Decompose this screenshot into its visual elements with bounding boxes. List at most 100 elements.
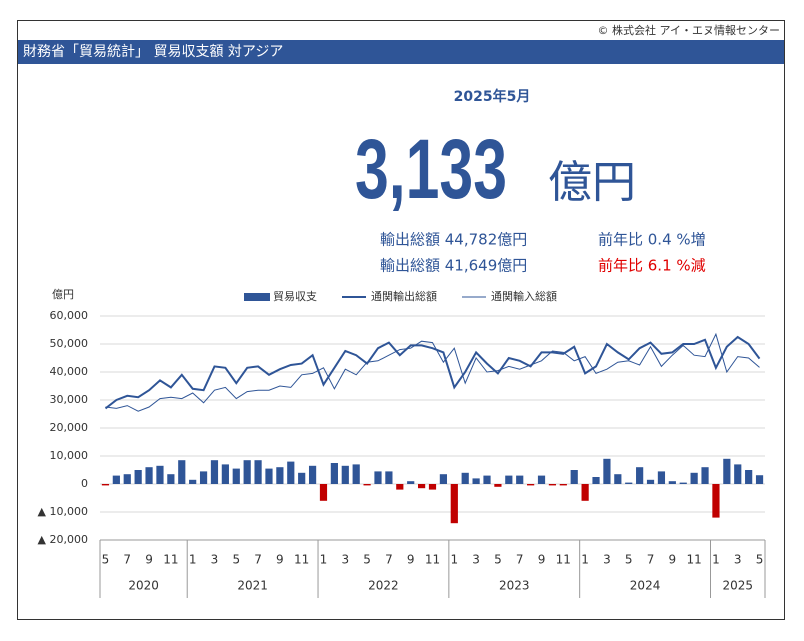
- x-tick-label: 9: [538, 553, 546, 567]
- balance-unit: 億円: [548, 157, 636, 208]
- legend-swatch: [244, 293, 270, 301]
- bar: [646, 479, 655, 484]
- bar: [625, 482, 633, 484]
- x-tick-label: 3: [211, 553, 219, 567]
- bar: [712, 484, 720, 518]
- import-total: 輸出総額 41,649億円: [380, 257, 527, 275]
- bar: [254, 460, 262, 484]
- bar: [679, 482, 687, 484]
- year-label: 2023: [499, 579, 530, 593]
- y-tick-label: 50,000: [50, 337, 89, 350]
- x-tick-label: 1: [320, 553, 328, 567]
- bar: [472, 478, 480, 484]
- bar: [668, 481, 676, 484]
- year-label: 2021: [237, 579, 268, 593]
- bar: [592, 477, 600, 484]
- bar: [494, 484, 502, 487]
- line: [104, 335, 761, 410]
- bar: [232, 468, 240, 484]
- y-axis-label: 億円: [52, 288, 74, 301]
- legend-label: 通関輸入総額: [491, 289, 557, 303]
- x-tick-label: 5: [625, 553, 633, 567]
- bar: [330, 463, 338, 484]
- bar: [385, 471, 393, 484]
- bar: [112, 475, 120, 484]
- bar: [374, 471, 382, 484]
- x-tick-label: 9: [407, 553, 415, 567]
- bar: [101, 484, 110, 486]
- bar: [221, 464, 229, 484]
- import-yoy: 前年比 6.1 %減: [598, 257, 706, 275]
- bar: [189, 479, 197, 484]
- bar: [134, 470, 142, 484]
- bar: [265, 468, 273, 484]
- year-label: 2022: [368, 579, 399, 593]
- y-tick-label: 10,000: [50, 449, 89, 462]
- x-tick-label: 3: [472, 553, 480, 567]
- bar: [603, 458, 611, 484]
- legend-label: 貿易収支: [273, 290, 317, 303]
- line: [105, 332, 760, 412]
- x-tick-label: 9: [669, 553, 677, 567]
- x-tick-label: 11: [425, 553, 440, 567]
- bar: [701, 467, 709, 484]
- x-tick-label: 11: [686, 553, 701, 567]
- y-tick-label: ▲ 20,000: [38, 533, 88, 546]
- bar: [636, 467, 644, 484]
- x-tick-label: 3: [341, 553, 349, 567]
- bar: [505, 475, 513, 484]
- bar: [341, 465, 349, 484]
- bar: [527, 484, 535, 486]
- bar: [287, 461, 295, 484]
- bar: [319, 484, 328, 501]
- bar: [199, 471, 208, 484]
- x-tick-label: 7: [385, 553, 393, 567]
- bar: [537, 475, 546, 484]
- export-yoy: 前年比 0.4 %増: [598, 231, 706, 249]
- bar: [581, 484, 589, 501]
- year-label: 2024: [630, 579, 661, 593]
- x-tick-label: 3: [734, 553, 742, 567]
- x-tick-label: 3: [603, 553, 611, 567]
- bar: [755, 475, 764, 484]
- bar: [363, 484, 371, 486]
- bar: [243, 460, 251, 484]
- bar: [439, 474, 448, 484]
- month: 2025年5月: [454, 88, 531, 105]
- x-tick-label: 1: [712, 553, 720, 567]
- bar: [734, 464, 742, 484]
- bar: [396, 484, 404, 490]
- bar: [450, 484, 458, 524]
- x-tick-label: 7: [123, 553, 131, 567]
- bar: [548, 484, 557, 486]
- bar: [352, 464, 360, 484]
- bar: [723, 458, 731, 484]
- y-tick-label: 40,000: [50, 365, 89, 378]
- export-total: 輸出総額 44,782億円: [380, 231, 527, 249]
- bar: [483, 475, 491, 484]
- y-tick-label: ▲ 10,000: [38, 505, 88, 518]
- y-tick-label: 0: [81, 477, 88, 490]
- bar: [276, 467, 284, 484]
- bar: [690, 472, 698, 484]
- copyright: © 株式会社 アイ・エヌ情報センター: [598, 23, 780, 37]
- x-tick-label: 7: [516, 553, 524, 567]
- x-tick-label: 11: [294, 553, 309, 567]
- year-label: 2020: [128, 579, 159, 593]
- x-tick-label: 7: [254, 553, 262, 567]
- x-tick-label: 1: [189, 553, 197, 567]
- x-tick-label: 11: [556, 553, 571, 567]
- x-tick-label: 5: [494, 553, 502, 567]
- bar: [308, 465, 317, 484]
- bar: [156, 465, 164, 484]
- bar: [516, 475, 524, 484]
- bar: [298, 472, 306, 484]
- bar: [559, 484, 567, 486]
- bar: [123, 474, 131, 484]
- bar: [428, 484, 437, 490]
- x-tick-label: 5: [363, 553, 371, 567]
- bar: [614, 474, 622, 484]
- y-tick-label: 30,000: [50, 393, 89, 406]
